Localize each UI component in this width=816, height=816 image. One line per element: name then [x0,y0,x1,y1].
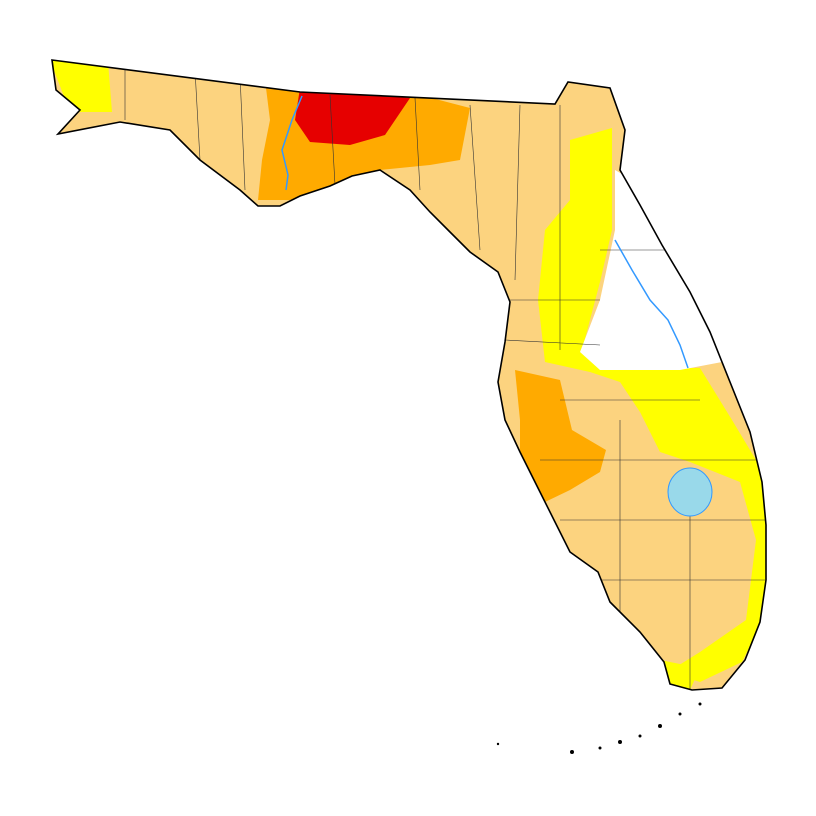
river [281,95,303,191]
key-island [570,750,574,754]
key-island [698,702,702,706]
key-island [496,742,500,746]
florida-keys [496,702,702,754]
key-island [618,740,622,744]
no-drought-area [580,170,722,370]
key-island [638,734,642,738]
orange-area [515,370,606,502]
key-island [678,712,682,716]
state-outline [51,59,767,691]
key-island [598,746,602,750]
key-island [658,724,662,728]
county-lines [124,62,765,690]
yellow-area [538,128,766,682]
river [614,239,689,369]
red-area [295,88,410,145]
lake-okeechobee [667,467,713,517]
